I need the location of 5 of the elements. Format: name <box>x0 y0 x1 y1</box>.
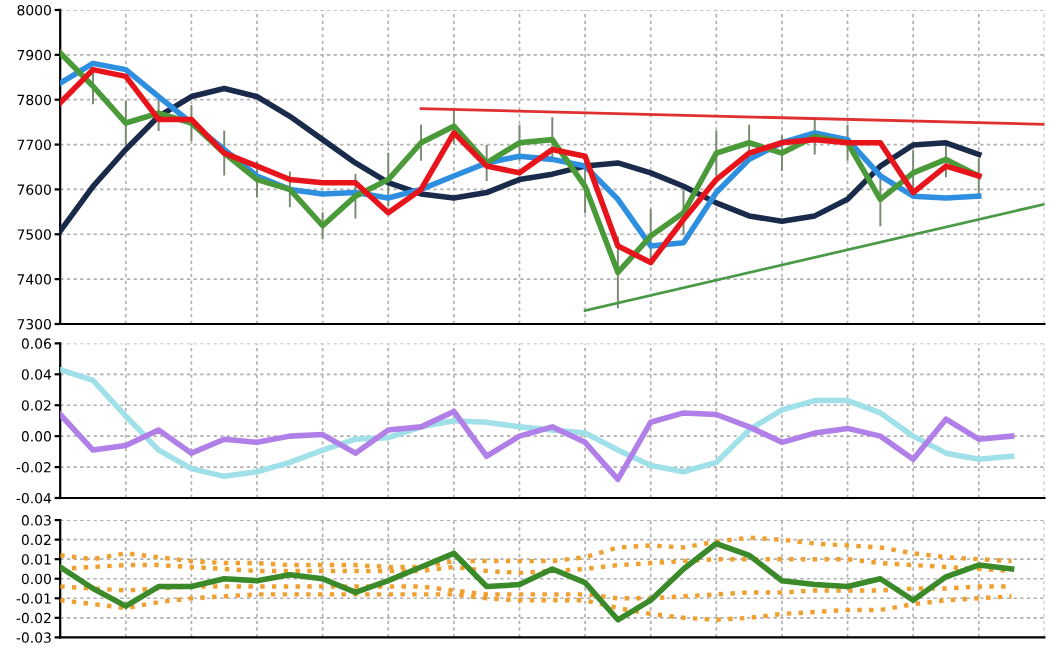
line-series <box>60 408 1015 483</box>
line-series <box>60 535 1014 570</box>
line-series <box>60 85 982 234</box>
line-series <box>60 592 1014 622</box>
line-series <box>60 540 1015 623</box>
